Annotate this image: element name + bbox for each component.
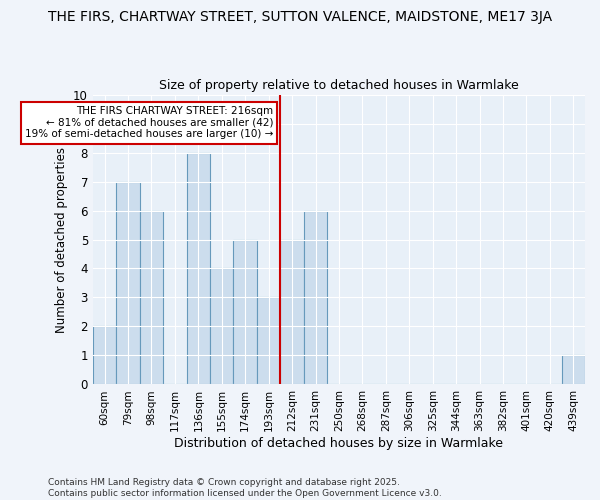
Text: THE FIRS, CHARTWAY STREET, SUTTON VALENCE, MAIDSTONE, ME17 3JA: THE FIRS, CHARTWAY STREET, SUTTON VALENC… [48, 10, 552, 24]
Bar [257, 298, 280, 384]
Bar [233, 240, 257, 384]
Bar [562, 356, 585, 384]
X-axis label: Distribution of detached houses by size in Warmlake: Distribution of detached houses by size … [175, 437, 503, 450]
Bar [304, 210, 327, 384]
Bar [93, 326, 116, 384]
Text: THE FIRS CHARTWAY STREET: 216sqm
← 81% of detached houses are smaller (42)
19% o: THE FIRS CHARTWAY STREET: 216sqm ← 81% o… [25, 106, 274, 140]
Bar [280, 240, 304, 384]
Y-axis label: Number of detached properties: Number of detached properties [55, 146, 68, 332]
Title: Size of property relative to detached houses in Warmlake: Size of property relative to detached ho… [159, 79, 519, 92]
Bar [116, 182, 140, 384]
Text: Contains HM Land Registry data © Crown copyright and database right 2025.
Contai: Contains HM Land Registry data © Crown c… [48, 478, 442, 498]
Bar [210, 268, 233, 384]
Bar [187, 152, 210, 384]
Bar [140, 210, 163, 384]
